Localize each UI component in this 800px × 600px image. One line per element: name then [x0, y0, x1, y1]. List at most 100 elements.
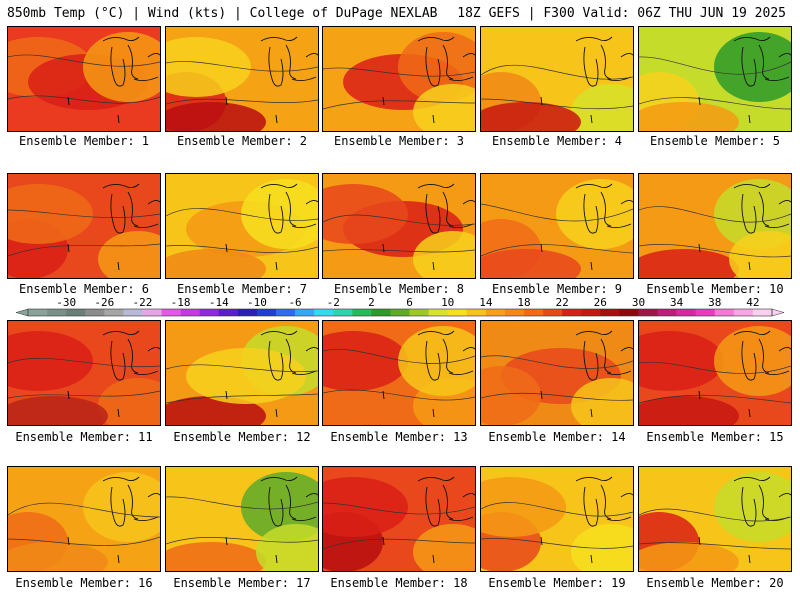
great-lakes-outline [575, 330, 633, 381]
great-lakes-outline [733, 36, 791, 87]
colorbar-max-arrow [771, 308, 785, 317]
temperature-region [166, 249, 266, 278]
height-contour [166, 496, 318, 545]
colorbar-swatch [485, 309, 506, 316]
wind-barb [590, 114, 593, 124]
ensemble-map-panel [165, 466, 319, 572]
colorbar-tick-label: 14 [479, 296, 493, 309]
colorbar-tick-label: 30 [632, 296, 645, 309]
temperature-region [8, 542, 108, 571]
temperature-region [83, 472, 160, 542]
temperature-region [481, 366, 541, 425]
wind-barb [382, 536, 385, 546]
ensemble-member-caption: Ensemble Member: 5 [649, 134, 781, 148]
wind-barb [382, 243, 385, 253]
height-contour [481, 64, 633, 110]
colorbar-min-arrow [15, 308, 29, 317]
height-contour [481, 502, 633, 549]
temperature-region [323, 477, 408, 537]
great-lakes-outline [102, 36, 160, 87]
great-lakes-outline [260, 476, 318, 527]
wind-barb [117, 114, 120, 124]
great-lakes-outline [733, 476, 791, 527]
temperature-map [481, 174, 633, 278]
wind-barb [432, 114, 435, 124]
colorbar-swatch [390, 309, 410, 316]
wind-barb [117, 261, 120, 271]
ensemble-member-caption: Ensemble Member: 16 [15, 576, 153, 590]
colorbar-tick-label: 42 [746, 296, 759, 309]
wind-barb [540, 243, 543, 253]
colorbar-swatch [104, 309, 124, 316]
wind-barb [275, 261, 278, 271]
ensemble-map-panel [165, 26, 319, 132]
ensemble-member-caption: Ensemble Member: 10 [646, 282, 784, 296]
ensemble-map-panel [638, 26, 792, 132]
ensemble-map-panel [322, 173, 476, 279]
colorbar-tick-label: 18 [517, 296, 530, 309]
temperature-region [481, 102, 581, 131]
temperature-map [166, 321, 318, 425]
ensemble-map-panel [480, 466, 634, 572]
ensemble-member-caption: Ensemble Member: 12 [173, 430, 311, 444]
wind-barb [748, 261, 751, 271]
wind-barb [275, 114, 278, 124]
temperature-region [481, 477, 566, 537]
ensemble-member-caption: Ensemble Member: 20 [646, 576, 784, 590]
height-contour [481, 203, 633, 257]
temperature-map [8, 321, 160, 425]
ensemble-map-panel [322, 26, 476, 132]
great-lakes-outline [417, 36, 475, 87]
colorbar-swatch [66, 309, 86, 316]
colorbar-swatch [314, 309, 334, 316]
wind-barb [432, 261, 435, 271]
height-contour [323, 67, 475, 110]
temperature-region [166, 102, 266, 131]
temperature-region [398, 326, 475, 396]
ensemble-map-panel [7, 320, 161, 426]
temperature-map [8, 27, 160, 131]
wind-barb [590, 408, 593, 418]
temperature-region [98, 231, 160, 278]
wind-barb [698, 96, 701, 106]
colorbar-swatch [352, 309, 372, 316]
temperature-map [481, 467, 633, 571]
ensemble-member-caption: Ensemble Member: 18 [330, 576, 468, 590]
colorbar-tick-label: 38 [708, 296, 721, 309]
temperature-region [714, 32, 791, 102]
colorbar-swatch [695, 309, 716, 316]
temperature-region [571, 524, 633, 571]
ensemble-map-panel [638, 466, 792, 572]
temperature-region [8, 396, 108, 425]
ensemble-map-panel [322, 466, 476, 572]
great-lakes-outline [260, 183, 318, 234]
great-lakes-outline [417, 183, 475, 234]
temperature-region [481, 249, 581, 278]
ensemble-map-panel [7, 173, 161, 279]
ensemble-map-panel [480, 320, 634, 426]
wind-barb [748, 408, 751, 418]
temperature-map [481, 27, 633, 131]
ensemble-map-panel [480, 26, 634, 132]
temperature-region [83, 32, 160, 102]
temperature-region [639, 331, 724, 391]
colorbar-swatch [199, 309, 220, 316]
temperature-region [571, 378, 633, 425]
wind-barb [225, 243, 228, 253]
temperature-region [413, 524, 475, 571]
height-contour [639, 56, 791, 110]
height-contour [8, 54, 160, 104]
ensemble-member-caption: Ensemble Member: 15 [646, 430, 784, 444]
temperature-region [166, 542, 266, 571]
ensemble-map-panel [165, 173, 319, 279]
colorbar-tick-label: -30 [56, 296, 76, 309]
great-lakes-outline [417, 476, 475, 527]
temperature-map [8, 467, 160, 571]
ensemble-map-panel [638, 320, 792, 426]
temperature-map [323, 321, 475, 425]
ensemble-member-caption: Ensemble Member: 4 [491, 134, 623, 148]
colorbar-swatch [371, 309, 391, 316]
ensemble-map-panel [638, 173, 792, 279]
colorbar-swatch [752, 309, 773, 316]
wind-barb [432, 554, 435, 564]
